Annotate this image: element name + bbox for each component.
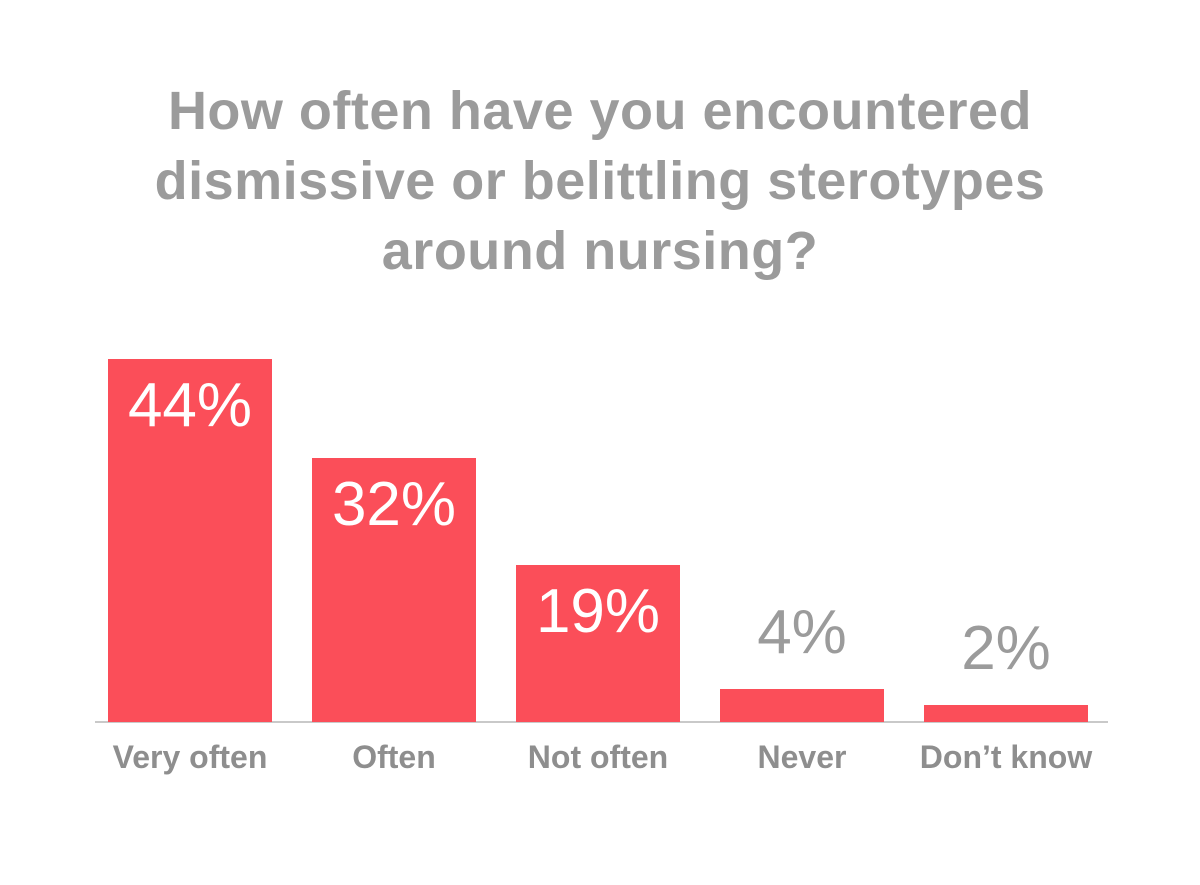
category-label-don-t-know: Don’t know bbox=[919, 739, 1093, 775]
category-label-often: Often bbox=[352, 739, 436, 775]
bar-often bbox=[312, 458, 476, 722]
category-label-very-often: Very often bbox=[112, 739, 268, 775]
bar-never bbox=[720, 689, 884, 722]
x-axis-line bbox=[95, 721, 1108, 723]
category-label-never: Never bbox=[757, 739, 847, 775]
bar-not-often bbox=[516, 565, 680, 722]
bar-very-often bbox=[108, 359, 272, 722]
value-label-not-often: 19% bbox=[535, 577, 661, 646]
chart-title: How often have you encountered dismissive… bbox=[0, 76, 1200, 286]
category-label-not-often: Not often bbox=[527, 739, 669, 775]
value-label-never: 4% bbox=[757, 598, 847, 667]
chart-title-line: How often have you encountered bbox=[167, 81, 1033, 141]
chart-title-line: around nursing? bbox=[381, 221, 819, 281]
bar-don-t-know bbox=[924, 705, 1088, 722]
value-label-don-t-know: 2% bbox=[961, 614, 1051, 683]
value-label-very-often: 44% bbox=[127, 371, 253, 440]
chart-title-line: dismissive or belittling sterotypes bbox=[154, 151, 1046, 211]
value-label-often: 32% bbox=[331, 470, 457, 539]
